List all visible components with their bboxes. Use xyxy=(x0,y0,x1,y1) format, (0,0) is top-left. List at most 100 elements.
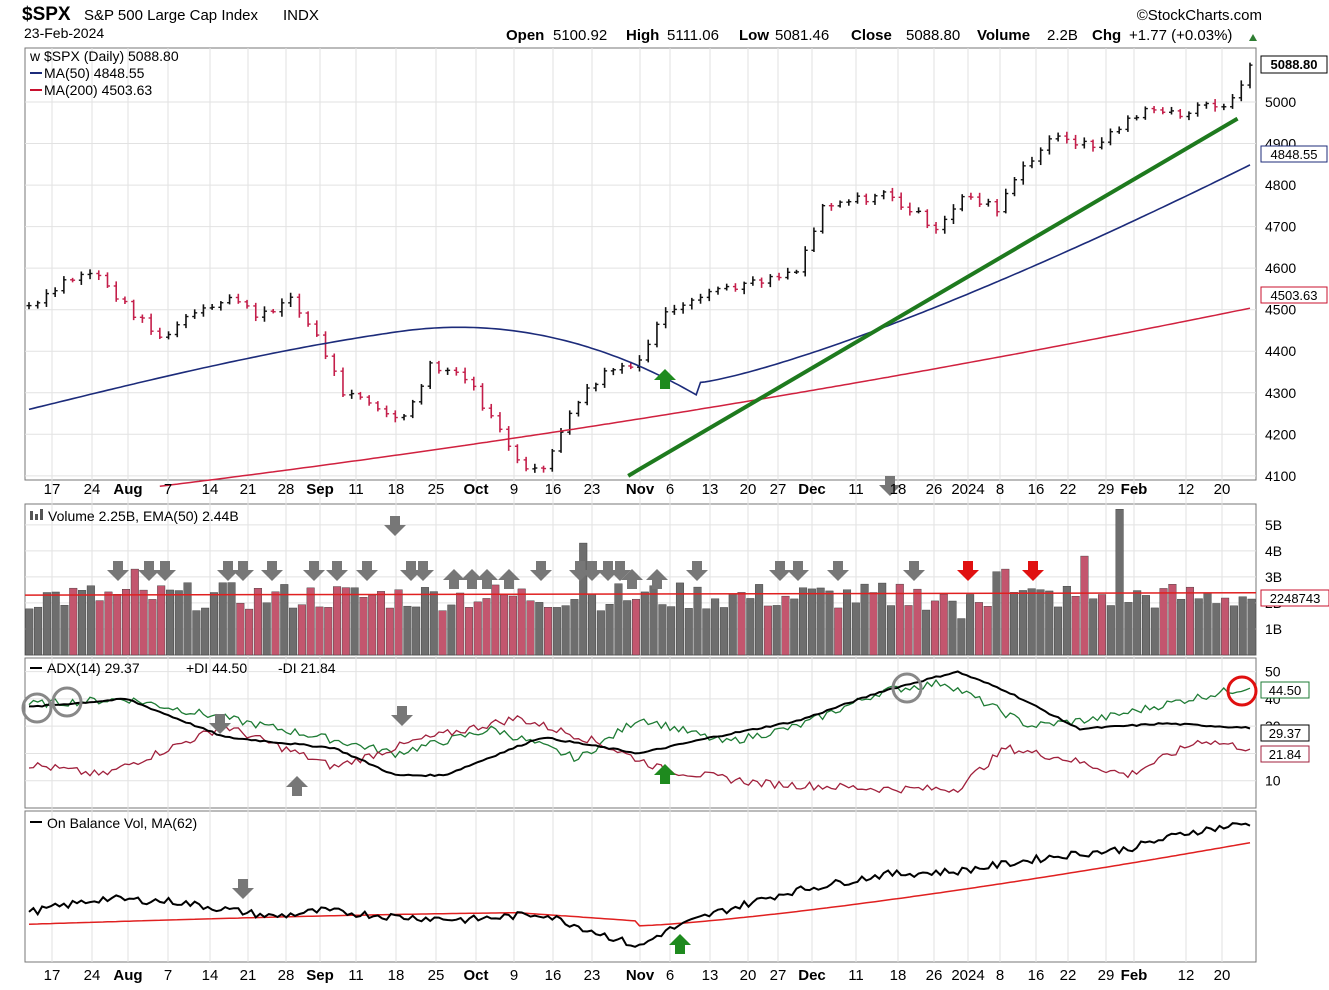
volume-bar xyxy=(526,600,535,656)
x-tick-label: 21 xyxy=(240,481,257,498)
price-tick-label: 5000 xyxy=(1265,94,1296,110)
gray-arrow-icon xyxy=(769,561,791,581)
volume-bar xyxy=(491,584,500,656)
volume-bar xyxy=(781,595,790,656)
volume-tick-label: 4B xyxy=(1265,543,1282,559)
volume-bar xyxy=(130,568,139,656)
svg-text:Volume: Volume xyxy=(977,27,1030,44)
gray-arrow-icon xyxy=(569,561,591,581)
x-tick-label: Feb xyxy=(1121,481,1148,498)
volume-bar xyxy=(719,607,728,656)
x-tick-label: 26 xyxy=(926,481,943,498)
x-tick-label: Aug xyxy=(113,481,142,498)
svg-text:29.37: 29.37 xyxy=(1269,726,1302,741)
svg-text:Low: Low xyxy=(739,27,769,44)
x-tick-label: 2024 xyxy=(951,967,984,984)
volume-bar xyxy=(649,585,658,656)
svg-text:21.84: 21.84 xyxy=(1269,747,1302,762)
legend-ma200: MA(200) 4503.63 xyxy=(44,82,152,98)
x-tick-label: Nov xyxy=(626,967,655,984)
x-tick-label: 29 xyxy=(1098,481,1115,498)
volume-bar xyxy=(684,608,693,656)
volume-bar xyxy=(1150,607,1159,656)
svg-text:2.2B: 2.2B xyxy=(1047,27,1078,44)
volume-bar xyxy=(1062,586,1071,656)
gray-arrow-icon xyxy=(787,561,809,581)
volume-bar xyxy=(1247,598,1256,656)
volume-bar xyxy=(280,584,289,656)
price-tick-label: 4300 xyxy=(1265,385,1296,401)
svg-text:Volume 2.25B, EMA(50) 2.44B: Volume 2.25B, EMA(50) 2.44B xyxy=(48,508,239,524)
up-triangle-icon xyxy=(1249,34,1257,41)
green-arrow-icon xyxy=(654,764,676,784)
volume-bar xyxy=(711,598,720,656)
x-tick-label: 7 xyxy=(164,481,172,498)
x-tick-label: 16 xyxy=(1028,967,1045,984)
volume-bar xyxy=(702,608,711,656)
highlight-circle-icon xyxy=(891,672,923,704)
gray-arrow-icon xyxy=(391,706,413,726)
x-tick-label: 16 xyxy=(545,481,562,498)
volume-bar xyxy=(148,599,157,656)
x-tick-label: Dec xyxy=(798,967,826,984)
x-tick-label: 13 xyxy=(702,481,719,498)
x-tick-label: 20 xyxy=(740,481,757,498)
gray-arrow-icon xyxy=(232,879,254,899)
x-tick-label: Dec xyxy=(798,481,826,498)
gray-arrow-icon xyxy=(621,569,643,589)
volume-bar xyxy=(579,542,588,656)
volume-bar xyxy=(403,605,412,656)
x-tick-label: Aug xyxy=(113,967,142,984)
red-arrow-icon xyxy=(1022,561,1044,581)
svg-text:5100.92: 5100.92 xyxy=(553,27,607,44)
x-tick-label: Oct xyxy=(463,967,488,984)
gray-arrow-icon xyxy=(597,561,619,581)
price-tick-label: 4800 xyxy=(1265,177,1296,193)
volume-bar xyxy=(192,610,201,656)
volume-bar xyxy=(561,605,570,656)
volume-bar xyxy=(1168,584,1177,656)
volume-bar xyxy=(394,589,403,656)
volume-bar xyxy=(51,591,60,656)
gray-arrow-icon xyxy=(209,714,231,734)
volume-bar xyxy=(209,592,218,656)
volume-bar xyxy=(341,587,350,656)
adx-value-tags: 44.50 29.37 21.84 xyxy=(1260,681,1310,763)
x-tick-label: 25 xyxy=(428,967,445,984)
volume-bar xyxy=(1194,598,1203,656)
volume-bar xyxy=(640,591,649,656)
x-tick-label: 22 xyxy=(1060,481,1077,498)
volume-bar xyxy=(763,605,772,656)
x-tick-label: 2024 xyxy=(951,481,984,498)
volume-bar xyxy=(289,607,298,656)
volume-tick-label: 1B xyxy=(1265,621,1282,637)
volume-bar xyxy=(535,602,544,656)
volume-bar xyxy=(675,582,684,656)
x-tick-label: Sep xyxy=(306,481,334,498)
x-tick-label: 29 xyxy=(1098,967,1115,984)
volume-bar xyxy=(755,584,764,656)
svg-text:ADX(14) 29.37: ADX(14) 29.37 xyxy=(47,660,140,676)
adx-tick-label: 50 xyxy=(1265,664,1281,680)
volume-bar xyxy=(473,601,482,656)
volume-bar xyxy=(1124,602,1133,656)
adx-legend: ADX(14) 29.37 +DI 44.50 -DI 21.84 xyxy=(30,660,336,676)
gray-arrow-icon xyxy=(107,561,129,581)
svg-text:On Balance Vol, MA(62): On Balance Vol, MA(62) xyxy=(47,815,197,831)
x-tick-label: 11 xyxy=(848,481,864,498)
volume-bar xyxy=(1071,596,1080,656)
x-tick-label: 24 xyxy=(84,967,101,984)
volume-bar xyxy=(245,608,254,656)
volume-tick-label: 3B xyxy=(1265,569,1282,585)
volume-bar xyxy=(860,583,869,656)
gray-arrow-icon xyxy=(498,569,520,589)
x-tick-label: 21 xyxy=(240,967,257,984)
volume-bar xyxy=(1238,596,1247,656)
green-arrow-icon xyxy=(669,934,691,954)
volume-bar xyxy=(913,588,922,656)
price-tick-label: 4500 xyxy=(1265,302,1296,318)
volume-bar xyxy=(165,589,174,656)
gray-arrow-icon xyxy=(286,776,308,796)
svg-text:-DI 21.84: -DI 21.84 xyxy=(278,660,336,676)
